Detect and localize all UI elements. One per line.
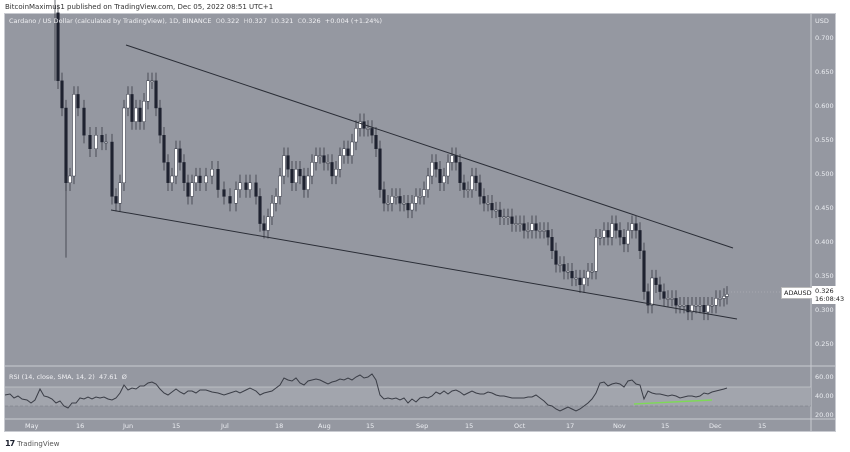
svg-text:18: 18 bbox=[275, 422, 283, 430]
bar-countdown: 16:08:43 bbox=[815, 295, 845, 303]
open-value: 0.322 bbox=[220, 17, 240, 25]
svg-text:Oct: Oct bbox=[514, 422, 526, 430]
tradingview-icon: 17 bbox=[5, 439, 15, 448]
last-price-box: 0.326 16:08:43 bbox=[812, 286, 848, 304]
rsi-label: RSI (14, close, SMA, 14, 2) bbox=[9, 373, 95, 381]
symbol-price-tag: ADAUSD bbox=[781, 287, 815, 299]
svg-text:17: 17 bbox=[566, 422, 574, 430]
time-axis[interactable]: May 16 Jun 15 Jul 18 Aug 15 Sep 15 Oct 1… bbox=[25, 422, 766, 430]
svg-text:USD: USD bbox=[815, 17, 829, 25]
upper-trendline[interactable] bbox=[125, 44, 734, 249]
rsi-divergence-line bbox=[633, 399, 713, 405]
svg-text:Jun: Jun bbox=[122, 422, 133, 430]
svg-text:16: 16 bbox=[76, 422, 84, 430]
last-price: 0.326 bbox=[815, 287, 834, 295]
rsi-value: 47.61 bbox=[98, 373, 118, 381]
change-value: +0.004 (+1.24%) bbox=[324, 17, 383, 25]
svg-text:0.500: 0.500 bbox=[815, 170, 834, 178]
svg-text:0.350: 0.350 bbox=[815, 272, 834, 280]
svg-text:Nov: Nov bbox=[613, 422, 626, 430]
price-axis[interactable]: USD 0.700 0.650 0.600 0.550 0.500 0.450 … bbox=[815, 17, 834, 348]
svg-text:0.450: 0.450 bbox=[815, 204, 834, 212]
close-value: 0.326 bbox=[302, 17, 321, 25]
svg-text:40.00: 40.00 bbox=[815, 392, 834, 400]
svg-text:Dec: Dec bbox=[709, 422, 722, 430]
high-value: 0.327 bbox=[248, 17, 267, 25]
svg-text:0.550: 0.550 bbox=[815, 136, 834, 144]
svg-text:0.250: 0.250 bbox=[815, 340, 834, 348]
svg-text:Sep: Sep bbox=[416, 422, 428, 430]
tradingview-logo[interactable]: 17 TradingView bbox=[5, 439, 59, 448]
lower-trendline[interactable] bbox=[110, 209, 738, 320]
svg-text:15: 15 bbox=[758, 422, 766, 430]
svg-text:20.00: 20.00 bbox=[815, 411, 834, 419]
rsi-band bbox=[5, 387, 811, 406]
rsi-axis[interactable]: 60.00 40.00 20.00 bbox=[815, 373, 834, 419]
svg-text:0.400: 0.400 bbox=[815, 238, 834, 246]
svg-text:0.600: 0.600 bbox=[815, 102, 834, 110]
candlestick-series bbox=[54, 0, 729, 321]
symbol-legend: Cardano / US Dollar (calculated by Tradi… bbox=[9, 17, 383, 25]
rsi-extra: Ø bbox=[121, 373, 127, 381]
tradingview-brand: TradingView bbox=[17, 439, 60, 448]
svg-text:May: May bbox=[25, 422, 39, 430]
symbol-title: Cardano / US Dollar (calculated by Tradi… bbox=[9, 17, 212, 25]
rsi-legend: RSI (14, close, SMA, 14, 2) 47.61 Ø bbox=[9, 373, 127, 381]
svg-text:0.700: 0.700 bbox=[815, 34, 834, 42]
svg-text:15: 15 bbox=[465, 422, 473, 430]
svg-text:Aug: Aug bbox=[318, 422, 331, 430]
svg-text:15: 15 bbox=[172, 422, 180, 430]
rsi-line bbox=[4, 373, 728, 412]
svg-text:60.00: 60.00 bbox=[815, 373, 834, 381]
svg-text:Jul: Jul bbox=[220, 422, 229, 430]
chart-frame[interactable] bbox=[4, 13, 836, 432]
svg-text:0.650: 0.650 bbox=[815, 68, 834, 76]
svg-text:15: 15 bbox=[661, 422, 669, 430]
low-value: 0.321 bbox=[274, 17, 294, 25]
svg-text:0.300: 0.300 bbox=[815, 306, 834, 314]
publisher-line: BitcoinMaximus1 published on TradingView… bbox=[5, 3, 274, 11]
svg-text:15: 15 bbox=[366, 422, 374, 430]
